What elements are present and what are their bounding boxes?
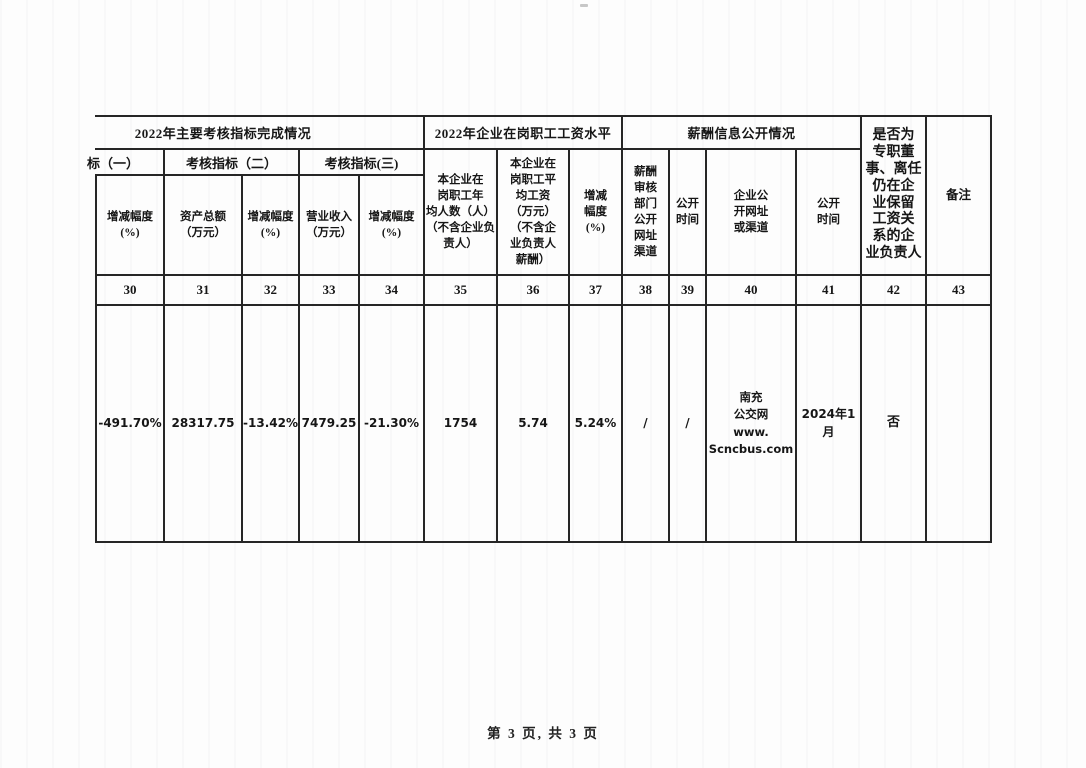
col-number-37: 37 xyxy=(570,276,623,306)
col-number-33: 33 xyxy=(300,276,360,306)
value-31-total-assets: 28317.75 xyxy=(165,306,243,543)
col-number-31: 31 xyxy=(165,276,243,306)
col-header-34-change-rate: 增减幅度 (%) xyxy=(360,176,425,276)
col-header-33-operating-revenue: 营业收入 （万元） xyxy=(300,176,360,276)
col-header-38-review-dept-url: 薪酬 审核 部门 公开 网址 渠道 xyxy=(623,150,670,276)
value-35-avg-staff-count: 1754 xyxy=(425,306,498,543)
col-number-38: 38 xyxy=(623,276,670,306)
subgroup-header-indicator-2: 考核指标（二） xyxy=(165,150,300,176)
col-number-39: 39 xyxy=(670,276,707,306)
value-36-avg-wage: 5.74 xyxy=(498,306,570,543)
col-number-41: 41 xyxy=(797,276,862,306)
value-37-change-rate: 5.24% xyxy=(570,306,623,543)
scan-artifact xyxy=(580,4,588,7)
value-41-publish-time: 2024年1月 xyxy=(797,306,862,543)
value-42-fulltime-director: 否 xyxy=(862,306,927,543)
value-34-change-rate: -21.30% xyxy=(360,306,425,543)
col-header-36-avg-wage: 本企业在 岗职工平 均工资 （万元） （不含企 业负责人 薪酬） xyxy=(498,150,570,276)
col-number-32: 32 xyxy=(243,276,300,306)
col-number-30: 30 xyxy=(95,276,165,306)
subgroup-header-indicator-1-clipped: 标（一） xyxy=(87,150,165,176)
value-39-publish-time: / xyxy=(670,306,707,543)
group-header-staff-wage-level: 2022年企业在岗职工工资水平 xyxy=(425,117,623,150)
value-40-company-url: 南充 公交网 www. Scncbus.com xyxy=(707,306,797,543)
col-header-42-fulltime-director: 是否为 专职董 事、离任 仍在企 业保留 工资关 系的企 业负责人 xyxy=(862,117,927,276)
col-number-42: 42 xyxy=(862,276,927,306)
col-header-35-avg-staff-count: 本企业在 岗职工年 均人数（人） （不含企业负 责人） xyxy=(425,150,498,276)
subgroup-header-indicator-3: 考核指标(三) xyxy=(300,150,425,176)
col-number-36: 36 xyxy=(498,276,570,306)
value-43-remarks xyxy=(927,306,992,543)
col-header-32-change-rate: 增减幅度 (%) xyxy=(243,176,300,276)
col-number-40: 40 xyxy=(707,276,797,306)
col-header-37-change-rate: 增减 幅度 (%) xyxy=(570,150,623,276)
col-number-43: 43 xyxy=(927,276,992,306)
value-33-operating-revenue: 7479.25 xyxy=(300,306,360,543)
subgroup-header-1-label: 标（一） xyxy=(87,155,140,171)
col-header-31-total-assets: 资产总额 （万元） xyxy=(165,176,243,276)
col-number-34: 34 xyxy=(360,276,425,306)
col-header-39-publish-time: 公开 时间 xyxy=(670,150,707,276)
value-30-change-rate: -491.70% xyxy=(95,306,165,543)
group-header-salary-disclosure: 薪酬信息公开情况 xyxy=(623,117,862,150)
page-number-footer: 第 3 页, 共 3 页 xyxy=(487,726,599,741)
col-header-41-publish-time: 公开 时间 xyxy=(797,150,862,276)
value-38-review-dept-url: / xyxy=(623,306,670,543)
col-header-30-change-rate: 增减幅度 (%) xyxy=(95,176,165,276)
value-32-change-rate: -13.42% xyxy=(243,306,300,543)
col-header-43-remarks: 备注 xyxy=(927,117,992,276)
salary-disclosure-table: 2022年主要考核指标完成情况 2022年企业在岗职工工资水平 薪酬信息公开情况… xyxy=(87,115,992,543)
col-number-35: 35 xyxy=(425,276,498,306)
group-header-assessment-indicators: 2022年主要考核指标完成情况 xyxy=(95,117,425,150)
col-header-40-company-url: 企业公 开网址 或渠道 xyxy=(707,150,797,276)
